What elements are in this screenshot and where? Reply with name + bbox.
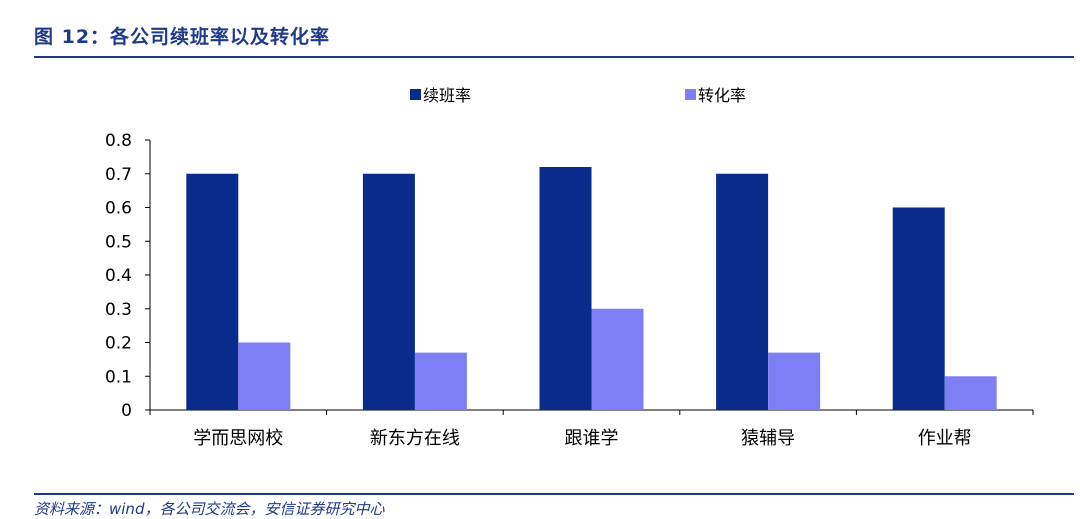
legend-swatch	[685, 89, 696, 100]
x-tick-label: 猿辅导	[741, 428, 795, 449]
y-axis: 0 0.1 0.2 0.3 0.4 0.5 0.6 0.7 0.8	[105, 131, 151, 421]
bar-renewal-rate	[539, 167, 592, 410]
bar-conversion-rate	[238, 342, 291, 410]
x-tick-label: 新东方在线	[370, 428, 460, 449]
bar-renewal-rate	[716, 173, 769, 410]
bar-conversion-rate	[944, 376, 997, 410]
title-divider	[34, 56, 1074, 58]
y-tick-label: 0.2	[105, 334, 132, 354]
x-tick-label: 学而思网校	[193, 428, 283, 449]
source-divider	[34, 493, 1074, 495]
bar-chart: 续班率 转化率 0 0.1 0.2 0.3 0.4 0.5 0.6 0.7 0.8 学而思网校 新东…	[105, 86, 1034, 449]
y-tick-label: 0.8	[105, 131, 132, 151]
source-note: 资料来源：wind，各公司交流会，安信证券研究中心	[34, 500, 385, 518]
x-tick-label: 跟谁学	[565, 428, 619, 449]
bar-conversion-rate	[768, 352, 821, 410]
x-tick-label: 作业帮	[918, 428, 972, 449]
bar-renewal-rate	[892, 207, 945, 410]
y-tick-label: 0.1	[105, 367, 132, 387]
bar-conversion-rate	[414, 352, 467, 410]
bar-conversion-rate	[591, 308, 644, 410]
y-tick-label: 0.6	[105, 199, 132, 219]
figure-title: 图 12：各公司续班率以及转化率	[34, 26, 331, 48]
y-tick-label: 0	[121, 401, 132, 421]
bar-renewal-rate	[186, 173, 239, 410]
y-tick-label: 0.3	[105, 300, 132, 320]
bars	[186, 167, 997, 410]
y-tick-label: 0.5	[105, 232, 132, 252]
y-tick-label: 0.7	[105, 165, 132, 185]
x-axis: 学而思网校 新东方在线 跟谁学 猿辅导 作业帮	[149, 409, 1034, 449]
legend-label: 续班率	[423, 86, 471, 105]
y-tick-label: 0.4	[105, 266, 132, 286]
legend-swatch	[410, 89, 421, 100]
legend-label: 转化率	[698, 86, 746, 105]
bar-renewal-rate	[362, 173, 415, 410]
chart-legend: 续班率 转化率	[410, 86, 746, 105]
